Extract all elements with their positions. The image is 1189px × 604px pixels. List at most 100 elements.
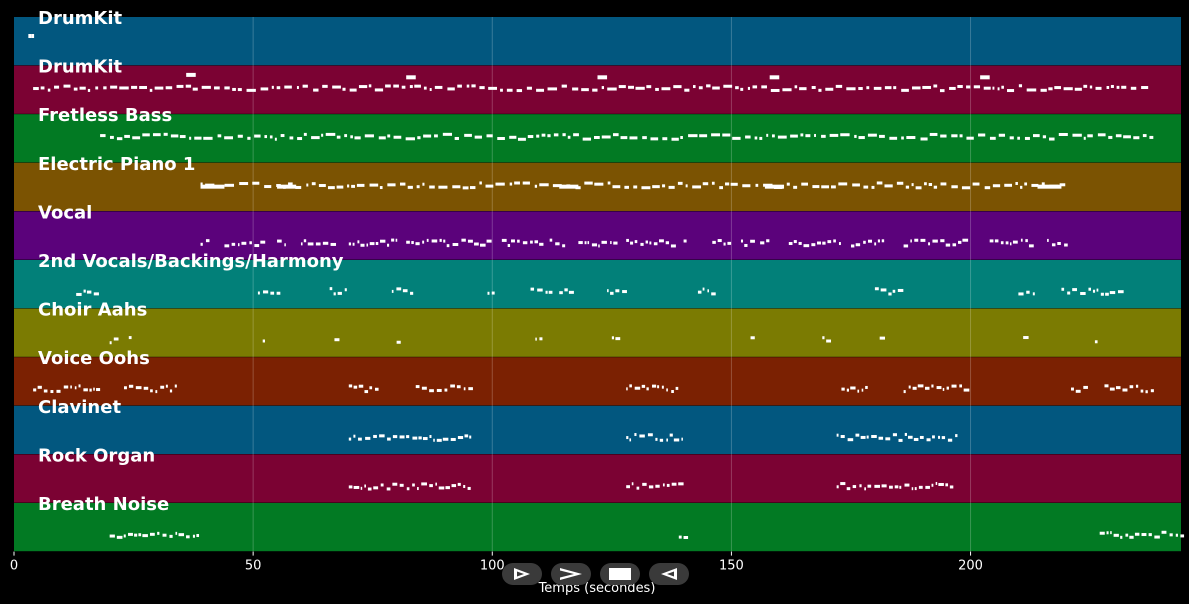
note: [864, 487, 866, 491]
note: [417, 487, 419, 491]
note: [40, 86, 45, 90]
note: [257, 291, 260, 295]
note: [624, 185, 629, 189]
note: [552, 184, 562, 188]
note: [203, 136, 213, 140]
note: [1095, 86, 1102, 90]
note: [33, 388, 37, 392]
note: [1125, 533, 1129, 537]
note: [952, 243, 957, 247]
note: [56, 389, 61, 393]
note: [422, 437, 428, 441]
note: [1106, 531, 1109, 535]
note: [846, 487, 851, 491]
note: [613, 241, 618, 245]
note: [1142, 134, 1147, 138]
note: [50, 390, 54, 394]
note: [766, 133, 769, 137]
note: [154, 86, 164, 90]
note: [1140, 389, 1144, 393]
note: [83, 388, 88, 392]
note: [452, 243, 459, 247]
note: [358, 437, 362, 441]
note: [827, 240, 832, 244]
note: [352, 242, 355, 246]
note: [992, 86, 995, 90]
note: [178, 533, 185, 537]
note: [859, 484, 862, 488]
note: [237, 88, 242, 92]
note: [847, 438, 854, 442]
note: [360, 486, 363, 490]
note: [87, 88, 91, 92]
note: [817, 241, 822, 245]
note: [633, 185, 638, 189]
note: [474, 135, 482, 139]
note: [692, 185, 702, 189]
note: [436, 388, 442, 392]
note: [904, 432, 907, 436]
note: [841, 387, 845, 391]
note: [840, 435, 845, 439]
note: [274, 137, 277, 141]
note: [539, 242, 544, 246]
note: [899, 485, 902, 489]
note: [584, 181, 593, 185]
note: [401, 85, 406, 89]
note: [423, 134, 432, 138]
note: [962, 238, 969, 242]
note: [1100, 292, 1104, 296]
note: [931, 384, 934, 388]
note: [96, 388, 101, 392]
note: [507, 244, 511, 248]
note: [263, 290, 269, 294]
note: [548, 290, 553, 294]
note: [702, 182, 709, 186]
note: [1134, 532, 1140, 536]
note: [712, 240, 716, 244]
note: [673, 438, 680, 442]
play-button[interactable]: [551, 563, 591, 585]
note: [1057, 241, 1061, 245]
note: [924, 182, 927, 186]
stop-button[interactable]: [600, 563, 640, 585]
note: [635, 86, 645, 90]
note: [892, 433, 897, 437]
note: [727, 241, 732, 245]
note: [78, 384, 81, 388]
note: [238, 243, 240, 247]
note: [373, 486, 379, 490]
reverse-button[interactable]: [649, 563, 689, 585]
play-slow-button[interactable]: [502, 563, 542, 585]
note: [629, 384, 632, 388]
note: [1149, 135, 1154, 139]
note: [634, 386, 641, 390]
note: [354, 136, 361, 140]
note: [214, 86, 220, 90]
note: [358, 384, 364, 388]
note: [1105, 292, 1109, 296]
note: [393, 135, 402, 139]
note: [444, 388, 448, 392]
note: [378, 136, 386, 140]
note: [163, 132, 168, 136]
note: [949, 485, 954, 489]
note: [1141, 533, 1147, 537]
note: [530, 287, 535, 291]
note: [702, 287, 705, 291]
note: [1023, 336, 1029, 340]
note: [1110, 531, 1112, 535]
note: [670, 244, 676, 248]
note: [169, 534, 173, 538]
note: [798, 241, 802, 245]
note: [770, 88, 780, 92]
note: [360, 243, 365, 247]
note: [517, 239, 520, 243]
note: [333, 292, 336, 296]
note: [838, 182, 848, 186]
note: [671, 137, 679, 141]
note: [607, 181, 611, 185]
note: [861, 388, 864, 392]
note: [611, 336, 614, 340]
note: [412, 483, 415, 487]
